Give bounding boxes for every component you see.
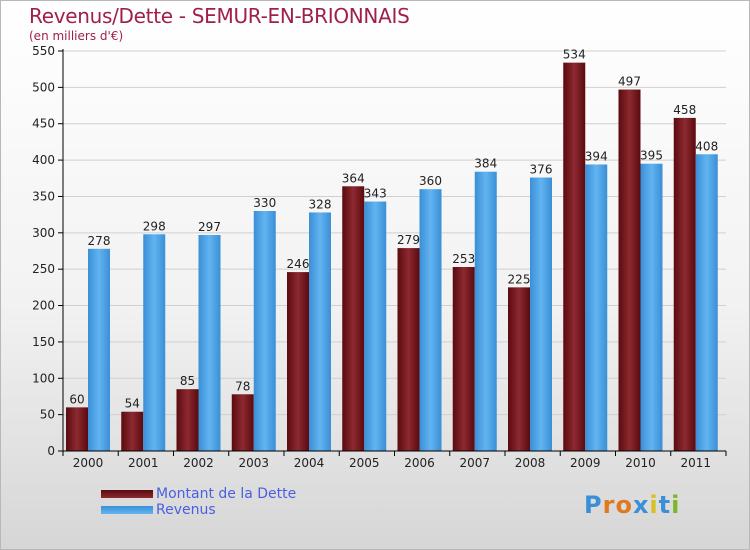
revenue-bar (585, 164, 608, 452)
revenue-value-label: 376 (530, 163, 553, 177)
debt-bar (287, 272, 309, 451)
debt-bar (452, 267, 475, 451)
x-tick-label: 2002 (183, 456, 214, 470)
legend-label-debt: Montant de la Dette (156, 486, 297, 502)
debt-value-label: 279 (397, 233, 420, 247)
y-tick-label: 500 (32, 80, 55, 94)
y-tick-label: 450 (32, 117, 55, 131)
debt-value-label: 364 (342, 171, 365, 185)
debt-value-label: 253 (452, 252, 475, 266)
debt-bar (231, 394, 254, 451)
logo-letter-i1: i (649, 491, 659, 519)
x-tick-label: 2010 (625, 456, 656, 470)
proxiti-logo: Proxiti (584, 491, 680, 519)
revenue-value-label: 298 (143, 219, 166, 233)
logo-letter-t: t (658, 491, 672, 519)
debt-value-label: 78 (235, 379, 250, 393)
debt-bar (563, 62, 586, 452)
chart-subtitle: (en milliers d'€) (29, 29, 124, 43)
revenue-value-label: 360 (419, 174, 442, 188)
chart-title: Revenus/Dette - SEMUR-EN-BRIONNAIS (29, 4, 410, 28)
debt-bar (342, 186, 365, 452)
revenue-bar (530, 177, 552, 451)
x-tick-label: 2006 (404, 456, 435, 470)
revenue-bar (88, 248, 110, 451)
legend-label-revenue: Revenus (156, 502, 216, 518)
y-tick-label: 550 (32, 44, 55, 58)
revenue-bar (695, 154, 718, 452)
x-tick-label: 2004 (294, 456, 325, 470)
revenue-bar (364, 201, 387, 451)
revenue-bar (198, 235, 221, 451)
revenue-value-label: 330 (253, 196, 276, 210)
x-tick-label: 2003 (238, 456, 269, 470)
x-tick-label: 2000 (73, 456, 104, 470)
y-tick-label: 0 (47, 444, 55, 458)
logo-letter-x: x (632, 491, 650, 519)
debt-bar (397, 248, 420, 451)
legend-swatch-revenue (101, 506, 153, 514)
y-tick-label: 150 (32, 335, 55, 349)
revenue-value-label: 328 (309, 197, 332, 211)
revenue-value-label: 394 (585, 149, 608, 163)
debt-value-label: 497 (618, 75, 641, 89)
x-tick-label: 2005 (349, 456, 380, 470)
debt-value-label: 246 (287, 257, 310, 271)
revenue-value-label: 395 (640, 149, 663, 163)
debt-bar (673, 117, 696, 451)
revenue-bar (143, 234, 166, 451)
y-tick-label: 200 (32, 299, 55, 313)
debt-value-label: 85 (180, 374, 195, 388)
y-tick-label: 350 (32, 189, 55, 203)
debt-bar (618, 89, 641, 451)
revenue-value-label: 297 (198, 220, 221, 234)
x-tick-label: 2008 (515, 456, 546, 470)
debt-bar (66, 407, 88, 451)
revenue-bar (253, 211, 276, 451)
revenue-value-label: 278 (88, 234, 111, 248)
y-tick-label: 100 (32, 371, 55, 385)
logo-letter-o: o (615, 491, 633, 519)
debt-value-label: 60 (69, 392, 84, 406)
legend-swatch-debt (101, 490, 153, 498)
y-tick-label: 300 (32, 226, 55, 240)
revenue-bar (640, 163, 663, 451)
y-tick-label: 400 (32, 153, 55, 167)
x-tick-label: 2001 (128, 456, 159, 470)
y-tick-label: 250 (32, 262, 55, 276)
debt-bar (508, 287, 530, 451)
debt-bar (121, 411, 144, 451)
debt-value-label: 225 (508, 272, 531, 286)
debt-bar (176, 389, 199, 451)
logo-letter-p: P (584, 491, 603, 519)
x-tick-label: 2007 (459, 456, 490, 470)
revenue-bar (474, 171, 497, 451)
x-tick-label: 2011 (680, 456, 711, 470)
revenue-bar (419, 189, 442, 451)
revenue-bar (309, 212, 331, 451)
debt-value-label: 534 (563, 48, 586, 62)
revenue-value-label: 408 (695, 139, 718, 153)
x-tick-label: 2009 (570, 456, 601, 470)
debt-value-label: 458 (673, 103, 696, 117)
y-tick-label: 50 (40, 408, 55, 422)
revenue-value-label: 384 (474, 157, 497, 171)
logo-letter-r: r (602, 491, 616, 519)
revenue-value-label: 343 (364, 187, 387, 201)
logo-letter-i2: i (671, 491, 681, 519)
debt-value-label: 54 (125, 397, 140, 411)
